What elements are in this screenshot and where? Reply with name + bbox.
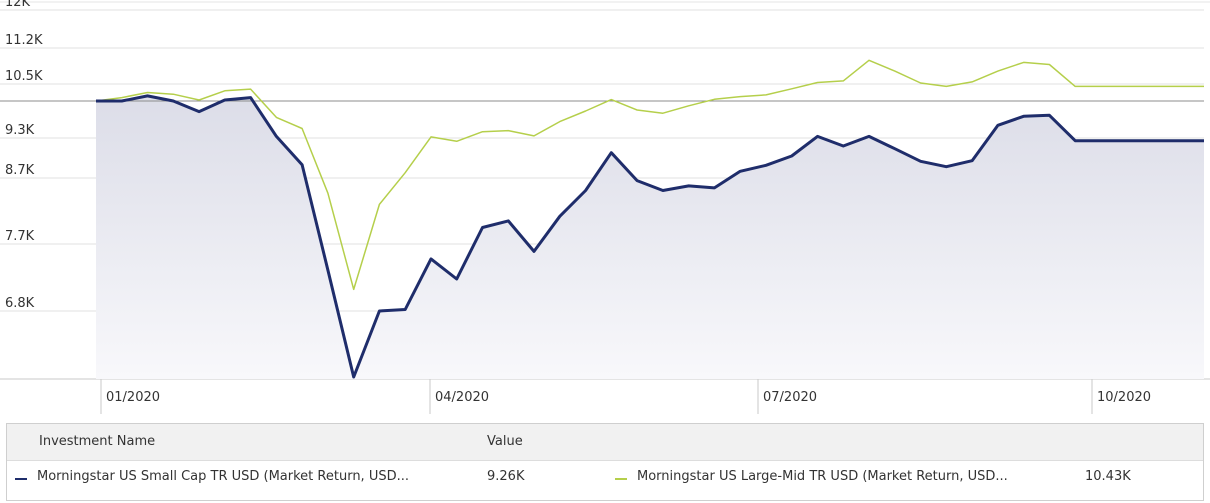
y-tick-label: 6.8K bbox=[5, 296, 35, 311]
x-tick-label: 04/2020 bbox=[435, 390, 489, 405]
line-chart: 12K 11.2K 10.5K 9.3K 8.7K 7.7K 6.8K 01/2020 04/… bbox=[0, 0, 1210, 414]
x-tick-label: 01/2020 bbox=[106, 390, 160, 405]
legend-value-small-cap: 9.26K bbox=[487, 469, 525, 484]
y-tick-label: 11.2K bbox=[5, 33, 43, 48]
series-line-large-mid[interactable] bbox=[95, 59, 1204, 291]
header-value[interactable]: Value bbox=[487, 434, 523, 449]
legend-row-small-cap[interactable]: Morningstar US Small Cap TR USD (Market … bbox=[15, 469, 575, 489]
series-line-small-cap[interactable] bbox=[96, 94, 1204, 379]
y-tick-label: 12K bbox=[5, 0, 31, 10]
series-lines bbox=[95, 59, 1204, 379]
y-tick-label: 10.5K bbox=[5, 69, 43, 84]
legend-header: Investment Name Value bbox=[7, 424, 1203, 461]
y-tick-label: 7.7K bbox=[5, 229, 35, 244]
legend-value-large-mid: 10.43K bbox=[1085, 469, 1131, 484]
legend-swatch-small-cap bbox=[15, 478, 27, 480]
legend-name-large-mid: Morningstar US Large-Mid TR USD (Market … bbox=[637, 469, 1008, 484]
header-investment-name[interactable]: Investment Name bbox=[39, 434, 156, 449]
y-tick-label: 8.7K bbox=[5, 163, 35, 178]
legend-name-small-cap: Morningstar US Small Cap TR USD (Market … bbox=[37, 469, 409, 484]
legend-table: Investment Name Value Morningstar US Sma… bbox=[6, 423, 1204, 501]
legend-swatch-large-mid bbox=[615, 478, 627, 480]
y-axis-ticks: 12K 11.2K 10.5K 9.3K 8.7K 7.7K 6.8K bbox=[5, 0, 43, 311]
chart-area: 12K 11.2K 10.5K 9.3K 8.7K 7.7K 6.8K 01/2020 04/… bbox=[0, 0, 1210, 414]
y-tick-label: 9.3K bbox=[5, 123, 35, 138]
area-small-cap bbox=[96, 95, 1204, 380]
x-axis-ticks: 01/2020 04/2020 07/2020 10/2020 bbox=[100, 379, 1151, 414]
legend-row-large-mid[interactable]: Morningstar US Large-Mid TR USD (Market … bbox=[615, 469, 1195, 489]
x-tick-label: 10/2020 bbox=[1097, 390, 1151, 405]
x-tick-label: 07/2020 bbox=[763, 390, 817, 405]
area-fill bbox=[96, 95, 1204, 380]
